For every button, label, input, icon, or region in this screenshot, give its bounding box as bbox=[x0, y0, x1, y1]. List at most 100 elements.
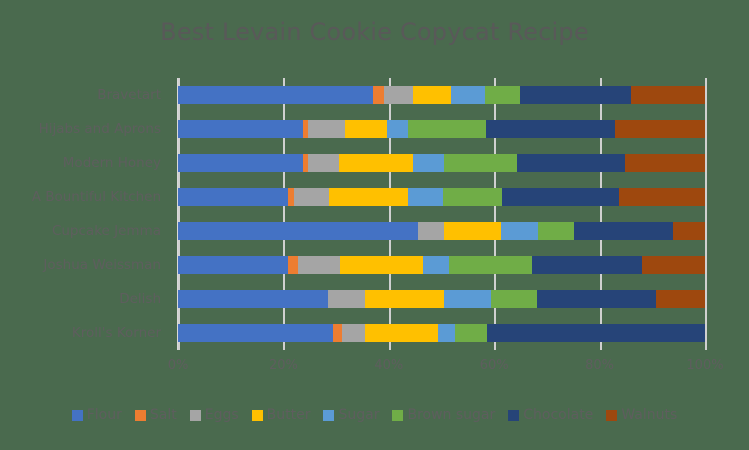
bar-segment[interactable] bbox=[520, 86, 632, 104]
legend-item[interactable]: Flour bbox=[71, 407, 122, 423]
legend-label: Salt bbox=[149, 407, 177, 423]
bar-segment[interactable] bbox=[178, 154, 303, 172]
bar-segment[interactable] bbox=[384, 86, 414, 104]
bar-segment[interactable] bbox=[422, 256, 450, 274]
bar-segment[interactable] bbox=[615, 120, 705, 138]
bar-segment[interactable] bbox=[450, 86, 486, 104]
legend-label: Chocolate bbox=[523, 407, 594, 423]
bar-segment[interactable] bbox=[287, 188, 294, 206]
y-axis-label: Delish bbox=[119, 291, 161, 307]
chart-title: Best Levain Cookie Copycat Recipe bbox=[160, 18, 589, 46]
bar-row[interactable] bbox=[178, 222, 705, 240]
bar-segment[interactable] bbox=[537, 222, 574, 240]
x-axis-tick-label: 60% bbox=[479, 358, 509, 373]
bar-segment[interactable] bbox=[573, 222, 673, 240]
legend-item[interactable]: Sugar bbox=[323, 408, 379, 422]
bar-segment[interactable] bbox=[178, 120, 303, 138]
bar-segment[interactable] bbox=[485, 120, 616, 138]
legend-label: Flour bbox=[86, 407, 122, 423]
bar-segment[interactable] bbox=[339, 154, 413, 172]
bar-segment[interactable] bbox=[625, 154, 705, 172]
bar-segment[interactable] bbox=[672, 222, 705, 240]
bar-row[interactable] bbox=[178, 188, 705, 206]
legend-swatch-icon bbox=[251, 409, 263, 421]
bar-segment[interactable] bbox=[302, 120, 308, 138]
bar-segment[interactable] bbox=[443, 222, 501, 240]
bar-segment[interactable] bbox=[516, 154, 626, 172]
bar-segment[interactable] bbox=[178, 324, 334, 342]
bar-row[interactable] bbox=[178, 154, 705, 172]
x-axis-labels: 0% 20% 40% 60% 80% 100% bbox=[168, 358, 724, 382]
bar-segment[interactable] bbox=[490, 290, 538, 308]
bar-segment[interactable] bbox=[178, 86, 373, 104]
bar-segment[interactable] bbox=[655, 290, 705, 308]
x-axis-tick-label: 0% bbox=[167, 358, 189, 373]
bar-row[interactable] bbox=[178, 120, 705, 138]
bar-segment[interactable] bbox=[333, 324, 342, 342]
bar-segment[interactable] bbox=[386, 120, 408, 138]
bar-segment[interactable] bbox=[449, 256, 533, 274]
bar-segment[interactable] bbox=[631, 86, 705, 104]
bar-segment[interactable] bbox=[407, 188, 443, 206]
bar-segment[interactable] bbox=[438, 324, 456, 342]
legend-swatch-icon bbox=[71, 409, 83, 421]
bar-segment[interactable] bbox=[344, 120, 387, 138]
bar-segment[interactable] bbox=[532, 256, 643, 274]
bar-segment[interactable] bbox=[444, 290, 491, 308]
bar-segment[interactable] bbox=[486, 324, 705, 342]
bar-segment[interactable] bbox=[418, 222, 444, 240]
bar-segment[interactable] bbox=[618, 188, 705, 206]
bar-segment[interactable] bbox=[329, 188, 408, 206]
legend-item[interactable]: Chocolate bbox=[508, 408, 593, 422]
legend-swatch-icon bbox=[508, 409, 520, 421]
bar-segment[interactable] bbox=[501, 188, 619, 206]
legend-item[interactable]: Butter bbox=[251, 407, 311, 423]
chart-legend: Flour Salt Eggs Butter Sugar Brown sugar Choco… bbox=[0, 408, 749, 422]
bar-segment[interactable] bbox=[412, 154, 445, 172]
x-axis-tick-label: 40% bbox=[374, 358, 404, 373]
bar-segment[interactable] bbox=[444, 154, 517, 172]
bar-row[interactable] bbox=[178, 324, 705, 342]
bar-segment[interactable] bbox=[287, 256, 298, 274]
legend-item[interactable]: Brown sugar bbox=[392, 408, 495, 422]
bar-segment[interactable] bbox=[307, 154, 340, 172]
y-axis-label: Cupcake Jemma bbox=[51, 223, 161, 239]
bar-segment[interactable] bbox=[297, 256, 340, 274]
legend-item[interactable]: Eggs bbox=[189, 408, 239, 422]
bar-segment[interactable] bbox=[341, 324, 365, 342]
bar-row[interactable] bbox=[178, 256, 705, 274]
legend-item[interactable]: Salt bbox=[134, 407, 177, 423]
legend-label: Walnuts bbox=[621, 407, 678, 423]
bar-segment[interactable] bbox=[339, 256, 423, 274]
bar-row[interactable] bbox=[178, 86, 705, 104]
bar-segment[interactable] bbox=[642, 256, 705, 274]
bar-segment[interactable] bbox=[293, 188, 330, 206]
x-axis-tick-label: 100% bbox=[686, 358, 724, 373]
y-axis-label: Modern Honey bbox=[62, 155, 161, 171]
bar-segment[interactable] bbox=[372, 86, 385, 104]
bar-segment[interactable] bbox=[537, 290, 656, 308]
bar-segment[interactable] bbox=[442, 188, 502, 206]
bar-segment[interactable] bbox=[178, 188, 288, 206]
bar-segment[interactable] bbox=[455, 324, 487, 342]
bar-segment[interactable] bbox=[178, 222, 419, 240]
bar-segment[interactable] bbox=[413, 86, 451, 104]
y-axis-label: Hijabs and Aprons bbox=[38, 121, 161, 137]
bar-segment[interactable] bbox=[365, 290, 445, 308]
bar-segment[interactable] bbox=[485, 86, 521, 104]
bar-row[interactable] bbox=[178, 290, 705, 308]
bar-segment[interactable] bbox=[307, 120, 345, 138]
bar-segment[interactable] bbox=[178, 256, 288, 274]
legend-item[interactable]: Walnuts bbox=[606, 408, 677, 422]
bar-segment[interactable] bbox=[302, 154, 308, 172]
bar-segment[interactable] bbox=[364, 324, 439, 342]
legend-label: Sugar bbox=[338, 407, 380, 423]
legend-swatch-icon bbox=[392, 409, 404, 421]
legend-label: Butter bbox=[266, 407, 311, 423]
bar-segment[interactable] bbox=[178, 290, 329, 308]
legend-swatch-icon bbox=[323, 409, 335, 421]
bar-segment[interactable] bbox=[328, 290, 366, 308]
y-axis-labels: Bravetart Hijabs and Aprons Modern Honey A … bbox=[0, 78, 171, 350]
bar-segment[interactable] bbox=[500, 222, 538, 240]
bar-segment[interactable] bbox=[407, 120, 486, 138]
